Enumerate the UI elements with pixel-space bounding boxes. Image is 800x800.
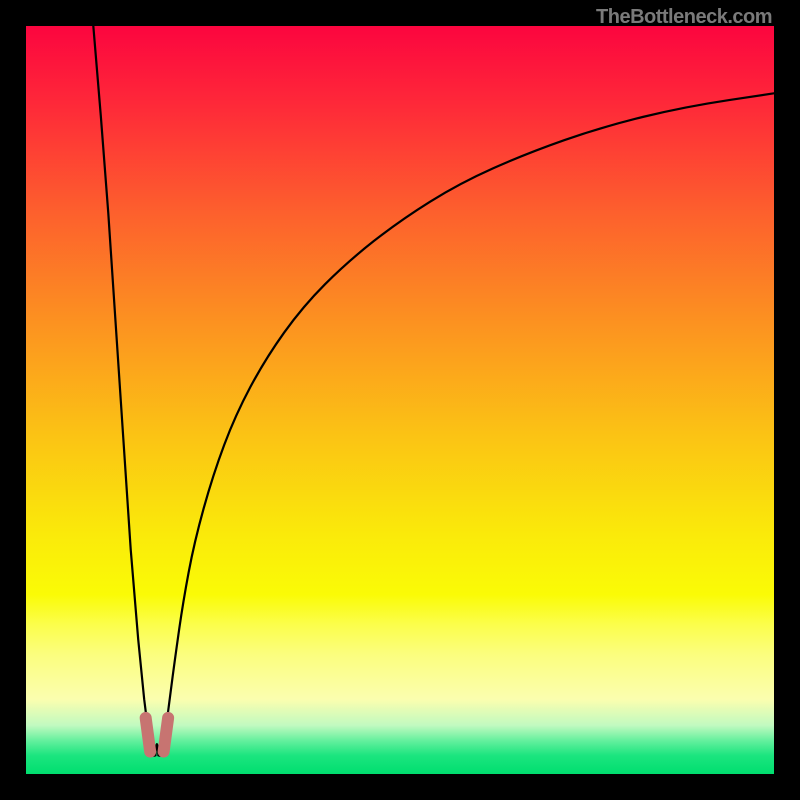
chart-svg bbox=[26, 26, 774, 774]
watermark-text: TheBottleneck.com bbox=[596, 6, 772, 29]
chart-background bbox=[26, 26, 774, 774]
bottleneck-chart bbox=[26, 26, 774, 774]
